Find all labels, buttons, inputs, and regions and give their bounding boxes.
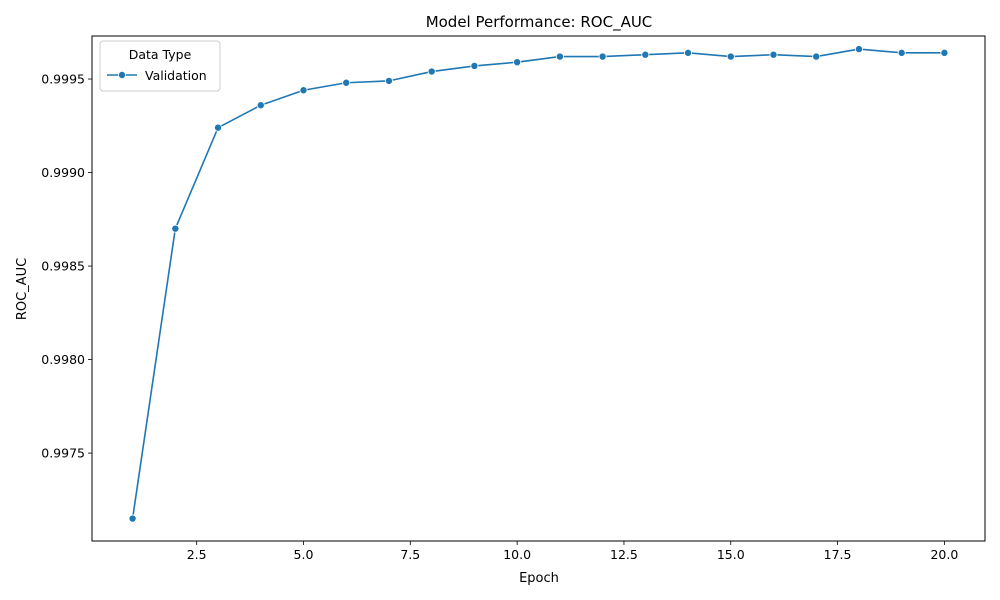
data-point: [769, 50, 778, 59]
y-axis-title: ROC_AUC: [15, 258, 30, 320]
data-point: [854, 45, 863, 54]
x-tick-label: 2.5: [187, 547, 207, 562]
x-tick-label: 17.5: [824, 547, 852, 562]
x-tick-label: 20.0: [930, 547, 958, 562]
data-point: [812, 52, 821, 61]
legend-box: [99, 40, 221, 92]
y-tick-label: 0.9980: [41, 352, 85, 367]
data-point: [555, 52, 564, 61]
legend-series-label: Validation: [145, 68, 207, 83]
data-point: [214, 123, 223, 132]
y-tick-label: 0.9985: [41, 259, 85, 274]
x-tick-label: 15.0: [717, 547, 745, 562]
y-tick-label: 0.9990: [41, 165, 85, 180]
data-point: [427, 67, 436, 76]
data-point: [171, 224, 180, 233]
x-axis-title: Epoch: [519, 571, 559, 586]
data-point: [684, 48, 693, 57]
data-point: [342, 78, 351, 87]
data-point: [470, 61, 479, 70]
y-tick-label: 0.9995: [41, 72, 85, 87]
chart-title: Model Performance: ROC_AUC: [426, 13, 653, 32]
x-tick-label: 5.0: [294, 547, 314, 562]
data-point: [726, 52, 735, 61]
data-point: [598, 52, 607, 61]
data-point: [256, 101, 265, 110]
plot-frame: [91, 35, 986, 542]
y-tick-label: 0.9975: [41, 446, 85, 461]
x-tick-label: 12.5: [610, 547, 638, 562]
data-point: [641, 50, 650, 59]
legend-title: Data Type: [129, 47, 192, 62]
x-axis: 2.5 5.0 7.5 10.0 12.5 15.0 17.5 20.0: [187, 541, 958, 562]
data-point: [897, 48, 906, 57]
series-line-validation: [131, 48, 945, 519]
legend: Data Type Validation: [99, 40, 221, 92]
data-point: [513, 58, 522, 67]
x-tick-label: 7.5: [400, 547, 420, 562]
plot-area: [128, 45, 949, 523]
y-axis: 0.9975 0.9980 0.9985 0.9990 0.9995: [41, 72, 92, 461]
data-point: [128, 514, 137, 523]
data-point: [299, 86, 308, 95]
data-point: [384, 76, 393, 85]
legend-series-marker: [118, 71, 127, 80]
data-point: [940, 48, 949, 57]
x-tick-label: 10.0: [503, 547, 531, 562]
